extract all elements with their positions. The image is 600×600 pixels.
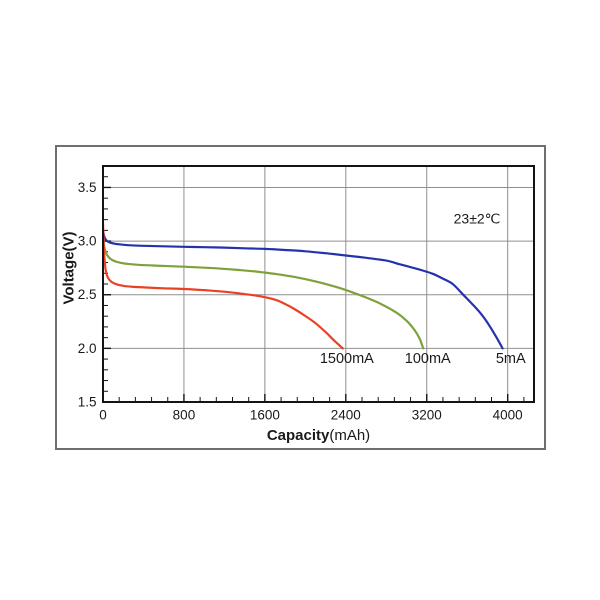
y-tick-label: 2.0 bbox=[78, 341, 97, 356]
curve-1500mA bbox=[101, 221, 344, 350]
series-label-100mA: 100mA bbox=[405, 351, 451, 367]
x-tick-label: 3200 bbox=[412, 408, 442, 423]
y-tick-label: 2.5 bbox=[78, 287, 97, 302]
x-axis-title-unit: (mAh) bbox=[329, 427, 371, 444]
temperature-annotation: 23±2℃ bbox=[453, 210, 501, 227]
y-tick-label: 3.5 bbox=[78, 180, 97, 195]
x-tick-label: 1600 bbox=[250, 408, 280, 423]
x-tick-label: 800 bbox=[173, 408, 196, 423]
y-axis-title: Voltage(V) bbox=[60, 231, 78, 305]
series-label-1500mA: 1500mA bbox=[320, 351, 374, 367]
curve-5mA bbox=[101, 229, 504, 350]
series-label-5mA: 5mA bbox=[496, 351, 526, 367]
figure-border bbox=[55, 145, 546, 450]
curve-100mA bbox=[101, 233, 425, 350]
x-axis-title: Capacity(mAh) bbox=[103, 427, 534, 444]
x-tick-label: 0 bbox=[99, 408, 107, 423]
y-tick-label: 1.5 bbox=[78, 395, 97, 410]
x-tick-label: 4000 bbox=[493, 408, 523, 423]
x-tick-label: 2400 bbox=[331, 408, 361, 423]
y-tick-label: 3.0 bbox=[78, 234, 97, 249]
plot-border bbox=[102, 165, 535, 403]
x-axis-title-text: Capacity bbox=[266, 427, 330, 444]
